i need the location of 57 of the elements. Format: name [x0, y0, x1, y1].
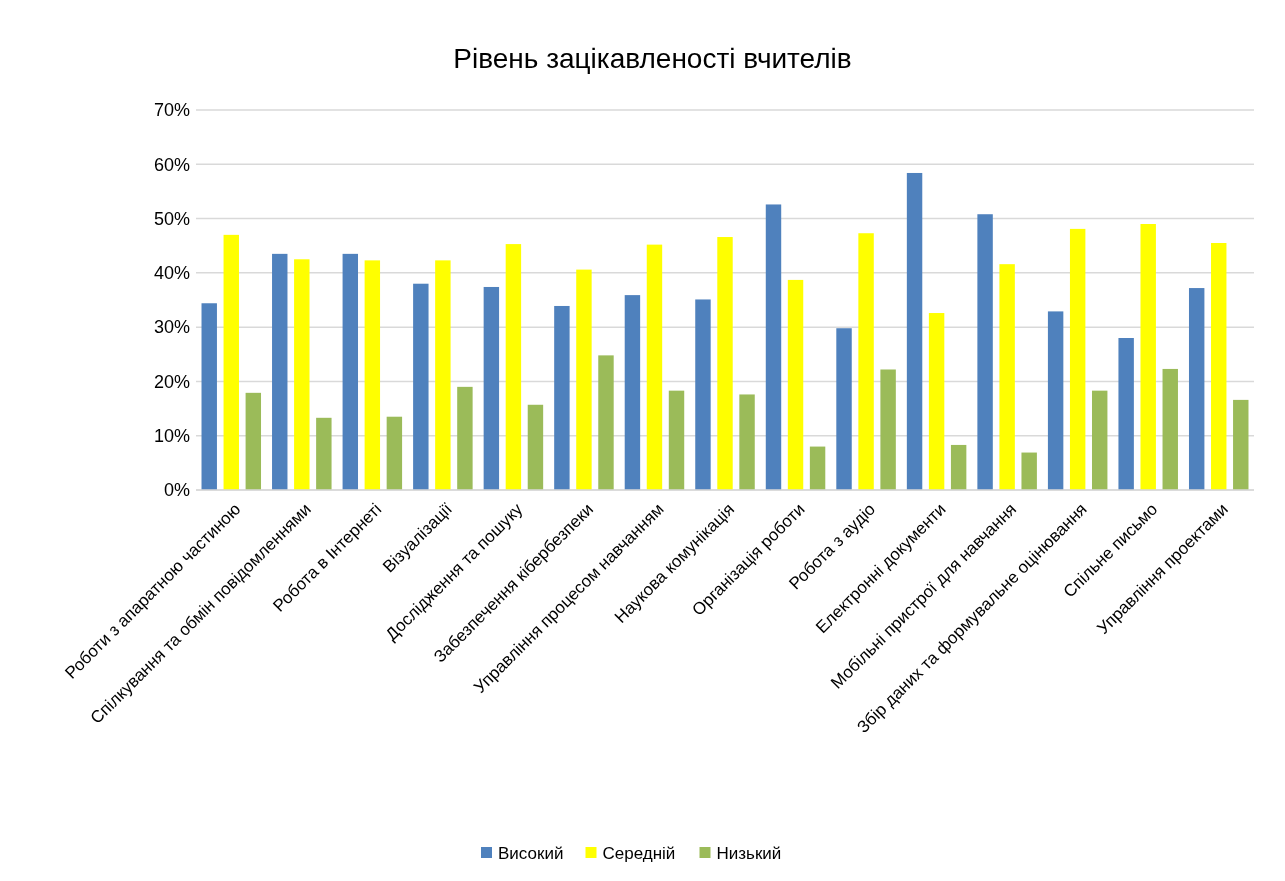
bar [576, 269, 592, 490]
bar [1188, 288, 1205, 490]
bar [1047, 311, 1064, 490]
bar [624, 295, 641, 490]
bar [316, 417, 332, 490]
bar [483, 286, 500, 490]
bar [1162, 368, 1178, 490]
bar [717, 237, 733, 490]
bar [668, 390, 685, 490]
bar [836, 328, 852, 490]
bar [1140, 224, 1156, 490]
bar [646, 244, 663, 490]
bar [1233, 399, 1249, 490]
bar [928, 313, 945, 490]
bar [223, 234, 239, 490]
bar [386, 416, 403, 490]
y-tick-label: 60% [153, 154, 190, 175]
bar [413, 283, 429, 490]
bar [765, 204, 782, 490]
y-tick-label: 40% [153, 263, 190, 284]
bar [695, 299, 711, 490]
bar [1069, 228, 1086, 490]
bar [858, 233, 874, 490]
y-tick-label: 50% [153, 208, 190, 229]
bar [999, 264, 1015, 490]
legend-label: Середній [602, 843, 676, 863]
legend-label: Високий [498, 843, 564, 863]
bar [342, 253, 359, 490]
bar [457, 386, 473, 490]
bar [1118, 338, 1134, 490]
bar [906, 172, 923, 490]
bar [1211, 243, 1227, 490]
bar [527, 404, 544, 490]
bar [272, 253, 288, 490]
bar [809, 446, 826, 490]
bar [880, 369, 896, 490]
bar [1091, 390, 1108, 490]
bar [1021, 452, 1037, 490]
legend-label: Низький [716, 843, 782, 863]
bar [364, 260, 381, 490]
bar [950, 444, 967, 490]
y-tick-label: 10% [153, 426, 190, 447]
bar [739, 394, 755, 490]
bar [787, 279, 804, 490]
y-tick-label: 70% [153, 100, 190, 121]
chart-title: Рівень зацікавленості вчителів [453, 43, 852, 74]
bar [294, 259, 310, 490]
bar [245, 392, 262, 490]
bar [505, 244, 522, 490]
bar [598, 355, 614, 490]
y-tick-label: 20% [153, 371, 190, 392]
bar [554, 305, 570, 490]
y-tick-label: 0% [163, 480, 190, 501]
bar [977, 214, 993, 490]
y-tick-label: 30% [153, 317, 190, 338]
bar [201, 303, 217, 490]
bar [435, 260, 451, 490]
